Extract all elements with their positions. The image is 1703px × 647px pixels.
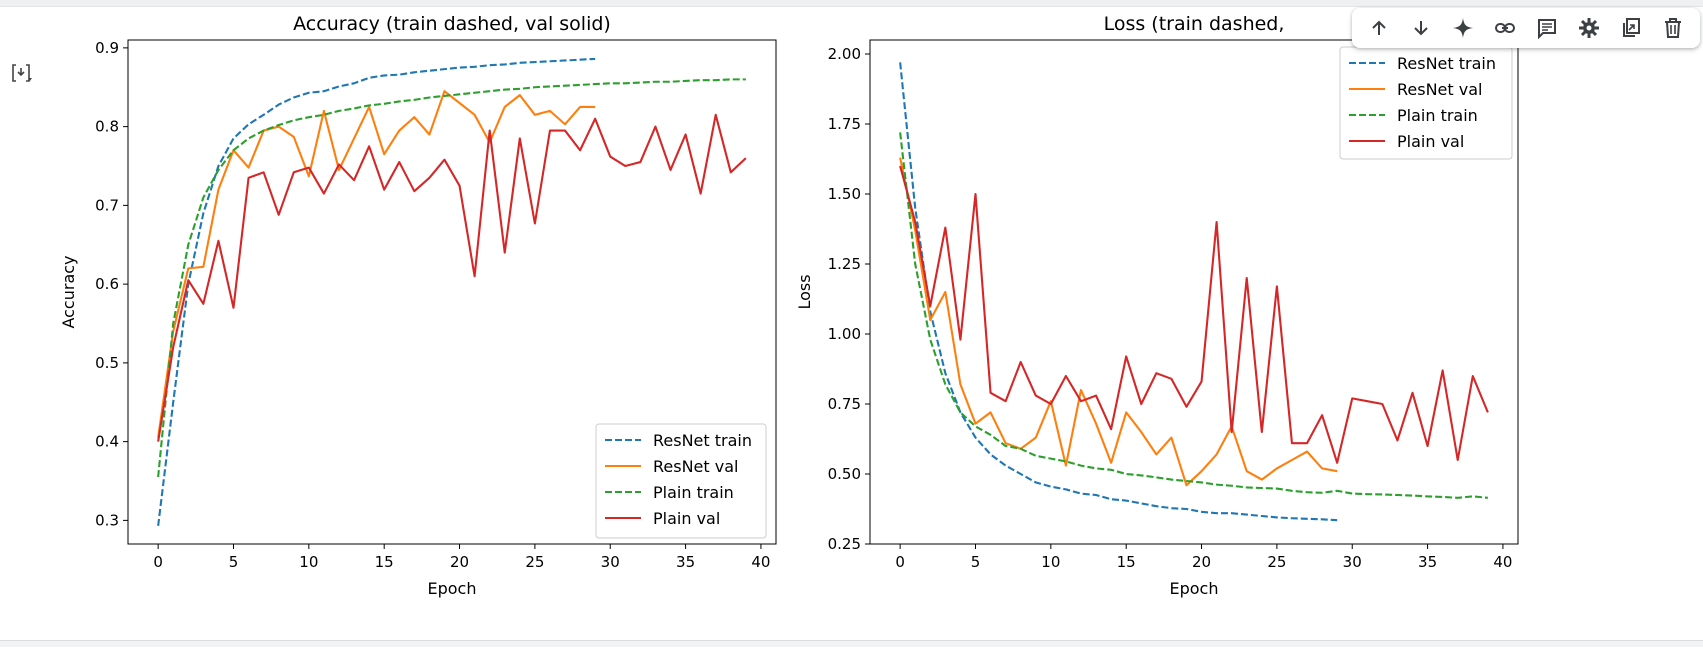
add-comment-button[interactable] — [1531, 12, 1563, 44]
y-tick-label: 0.5 — [95, 354, 119, 372]
x-axis-label: Epoch — [428, 579, 477, 598]
legend-entry: ResNet val — [1397, 80, 1482, 99]
arrow-down-icon — [1414, 21, 1428, 36]
x-axis-label: Epoch — [1170, 579, 1219, 598]
x-tick-label: 5 — [229, 553, 239, 571]
link-icon — [1495, 23, 1515, 33]
chart-1: 0 5 10 15 20 25 30 35 40 0.25 0.50 0.75 1.00 1.25 1.50… — [795, 13, 1519, 598]
cell-toolbar — [1352, 8, 1700, 48]
y-axis-label: Accuracy — [59, 255, 78, 328]
y-tick-label: 1.75 — [828, 115, 861, 133]
x-tick-label: 10 — [1041, 553, 1060, 571]
axes-frame — [127, 39, 777, 545]
x-tick-label: 15 — [375, 553, 394, 571]
x-tick-label: 20 — [450, 553, 469, 571]
legend: ResNet train ResNet val Plain train Plain v… — [595, 423, 767, 539]
legend-box — [595, 423, 767, 539]
chart-title: Accuracy (train dashed, val solid) — [293, 13, 611, 35]
comment-icon — [1538, 19, 1556, 39]
delete-cell-button[interactable] — [1657, 12, 1689, 44]
y-tick-label: 0.6 — [95, 275, 119, 293]
ai-assist-button[interactable] — [1447, 12, 1479, 44]
series-line-resnet-val — [157, 90, 596, 438]
series-line-plain-train — [157, 78, 746, 478]
axes-frame — [869, 39, 1519, 545]
legend-entry: Plain val — [1397, 132, 1464, 151]
chart-title: Loss (train dashed, — [1104, 13, 1285, 35]
cell-output-toggle[interactable] — [6, 58, 36, 88]
y-tick-label: 0.50 — [828, 465, 861, 483]
legend-entry: Plain val — [653, 509, 720, 528]
x-tick-label: 25 — [525, 553, 544, 571]
x-tick-label: 40 — [1493, 553, 1512, 571]
legend-entry: Plain train — [1397, 106, 1478, 125]
gear-icon — [1579, 18, 1599, 38]
notebook-top-rule — [0, 0, 1703, 7]
x-tick-label: 0 — [895, 553, 905, 571]
y-tick-label: 0.7 — [95, 196, 119, 214]
y-tick-label: 0.9 — [95, 39, 119, 57]
x-tick-label: 5 — [971, 553, 981, 571]
arrow-up-icon — [1372, 20, 1386, 35]
series-line-resnet-val — [899, 157, 1338, 487]
y-tick-label: 0.25 — [828, 535, 861, 553]
legend-entry: Plain train — [653, 483, 734, 502]
y-tick-label: 1.00 — [828, 325, 861, 343]
series-line-resnet-train — [157, 57, 596, 527]
y-tick-label: 1.25 — [828, 255, 861, 273]
y-tick-label: 0.4 — [95, 433, 119, 451]
trash-icon — [1665, 18, 1681, 38]
mirror-cell-button[interactable] — [1615, 12, 1647, 44]
y-tick-label: 1.50 — [828, 185, 861, 203]
x-tick-label: 35 — [1418, 553, 1437, 571]
series-line-plain-val — [899, 165, 1489, 464]
y-tick-label: 0.8 — [95, 118, 119, 136]
x-tick-label: 30 — [601, 553, 620, 571]
y-tick-label: 0.3 — [95, 511, 119, 529]
legend: ResNet train ResNet val Plain train Plain v… — [1339, 46, 1513, 160]
x-tick-label: 35 — [676, 553, 695, 571]
output-toggle-icon — [12, 64, 32, 82]
x-tick-label: 25 — [1267, 553, 1286, 571]
chart-0: 0 5 10 15 20 25 30 35 40 0.3 0.4 0.5 0.6 0.7 0.8 0.9 Acc… — [59, 13, 777, 598]
series-line-plain-val — [157, 113, 747, 442]
x-tick-label: 0 — [153, 553, 163, 571]
cell-settings-button[interactable] — [1573, 12, 1605, 44]
legend-entry: ResNet val — [653, 457, 738, 476]
x-tick-label: 15 — [1117, 553, 1136, 571]
series-line-plain-train — [899, 132, 1488, 499]
x-tick-label: 20 — [1192, 553, 1211, 571]
x-tick-label: 40 — [751, 553, 770, 571]
x-tick-label: 30 — [1343, 553, 1362, 571]
notebook-bottom-rule — [0, 640, 1703, 647]
legend-entry: ResNet train — [653, 431, 752, 450]
mirror-cell-icon — [1623, 18, 1640, 37]
y-tick-label: 2.00 — [828, 45, 861, 63]
move-up-button[interactable] — [1363, 12, 1395, 44]
y-axis-label: Loss — [795, 274, 814, 309]
copy-link-button[interactable] — [1489, 12, 1521, 44]
sparkle-icon — [1453, 18, 1473, 38]
move-down-button[interactable] — [1405, 12, 1437, 44]
series-line-resnet-train — [899, 62, 1338, 522]
y-tick-label: 0.75 — [828, 395, 861, 413]
legend-entry: ResNet train — [1397, 54, 1496, 73]
x-tick-label: 10 — [299, 553, 318, 571]
